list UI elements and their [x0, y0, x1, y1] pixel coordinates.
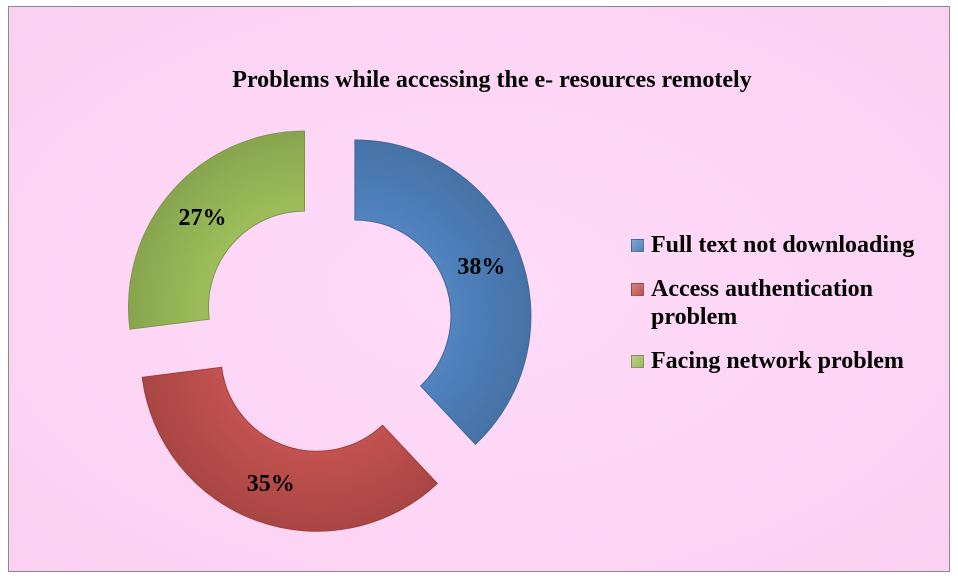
legend-label-2: Access authentication problem [651, 276, 873, 330]
legend: Full text not downloading Access authenti… [631, 231, 949, 391]
chart-title: Problems while accessing the e- resource… [232, 67, 751, 93]
data-labels: 38% 35% 27% [178, 205, 505, 497]
data-label-2: 35% [247, 471, 295, 497]
chart-area: Problems while accessing the e- resource… [8, 6, 950, 572]
slice-2 [141, 366, 439, 532]
chart-canvas: Problems while accessing the e- resource… [9, 7, 949, 571]
doughnut-slices [127, 130, 532, 532]
slice-3 [127, 130, 305, 330]
legend-swatch-3 [631, 355, 644, 368]
legend-item-3: Facing network problem [631, 347, 949, 375]
data-label-3: 27% [178, 205, 226, 231]
legend-label-1: Full text not downloading [651, 232, 915, 258]
legend-swatch-2 [631, 283, 644, 296]
legend-label-3: Facing network problem [651, 348, 904, 374]
legend-swatch-1 [631, 239, 644, 252]
data-label-1: 38% [457, 254, 505, 280]
slice-1 [354, 139, 532, 445]
legend-item-2: Access authentication problem [631, 275, 949, 331]
legend-item-1: Full text not downloading [631, 231, 949, 259]
